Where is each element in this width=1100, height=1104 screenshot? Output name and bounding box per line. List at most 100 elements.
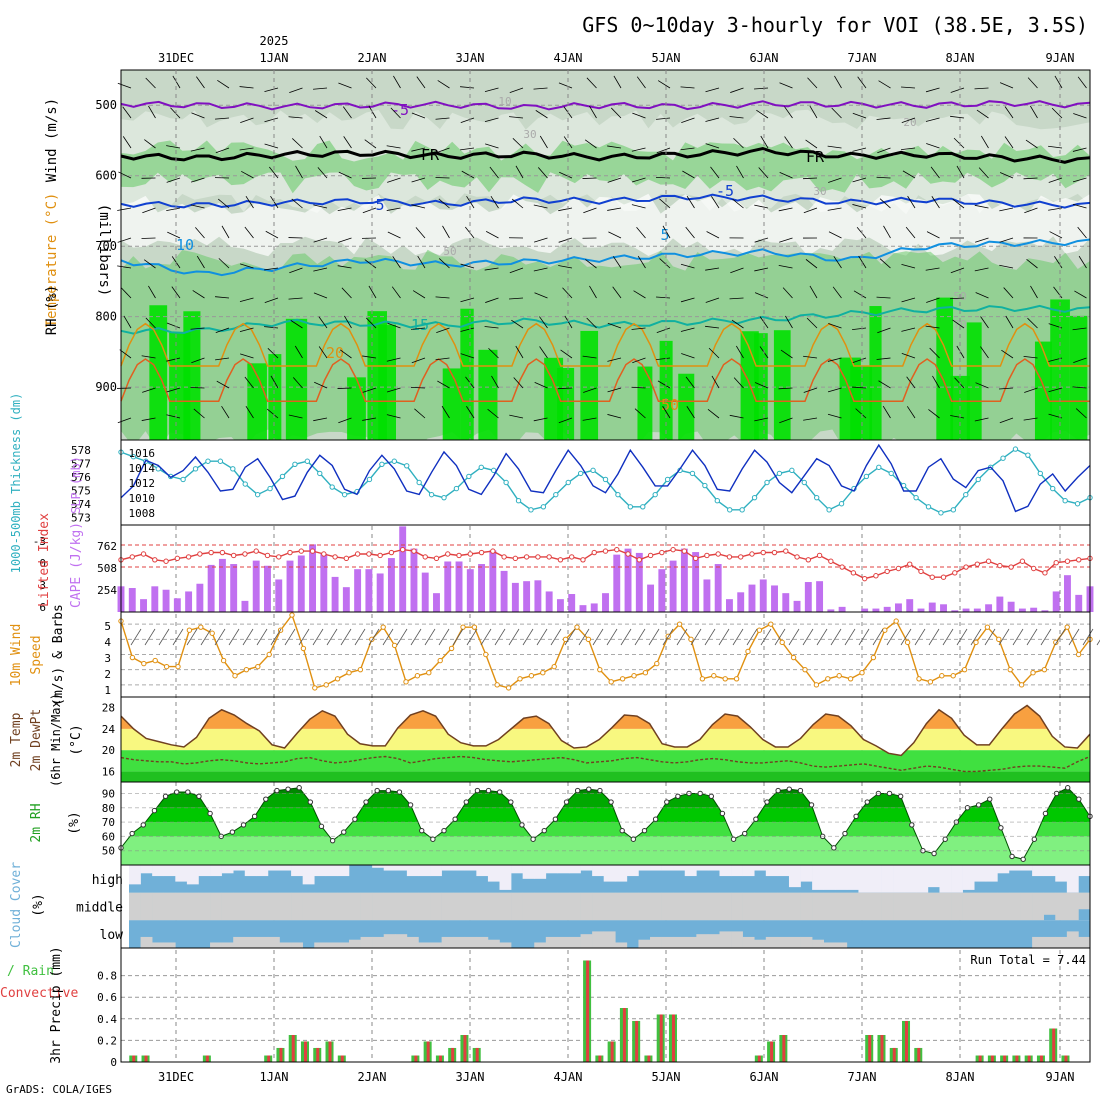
cape-tick: 508 — [97, 562, 117, 575]
wind10-line-point — [769, 622, 773, 626]
cape-bar — [940, 604, 947, 612]
li-line-point — [615, 547, 619, 551]
cloud-bar — [511, 893, 523, 921]
thickness-line-point — [467, 474, 471, 478]
temp-tick: 20 — [102, 744, 115, 757]
cloud-bar — [476, 937, 488, 948]
thickness-line-point — [1063, 499, 1067, 503]
wind10-barb — [355, 629, 365, 645]
bottom-x-tick: 5JAN — [652, 1070, 681, 1084]
li-line-point — [581, 558, 585, 562]
cloud-bar — [777, 893, 789, 921]
temp-band — [121, 771, 1090, 782]
cloud-bar — [418, 942, 430, 948]
li-line-point — [682, 549, 686, 553]
rh-point — [364, 800, 368, 804]
cloud-bar — [534, 942, 546, 948]
cloud-bar — [581, 865, 593, 871]
precip-conv-bar — [463, 1035, 466, 1062]
wind10-barb — [229, 629, 239, 645]
wind10-line-point — [187, 628, 191, 632]
cloud-bar — [870, 865, 882, 893]
cloud-bar — [662, 893, 674, 921]
wind10-barb — [691, 629, 701, 645]
rh-point — [1043, 811, 1047, 815]
cloud-bar — [1032, 865, 1044, 876]
wind10-line-point — [917, 677, 921, 681]
cloud-bar — [187, 893, 199, 921]
rh-tick: 50 — [102, 845, 115, 858]
rh-tick: 60 — [102, 830, 115, 843]
precip-conv-bar — [917, 1048, 920, 1062]
rh-point — [520, 823, 524, 827]
thickness-line-point — [641, 505, 645, 509]
wind10-label: 10m Wind — [9, 624, 24, 687]
upper-ylabel-units: (millibars) — [96, 204, 112, 297]
wind10-barb — [593, 629, 603, 645]
contour-label: FR — [806, 148, 825, 166]
cloud-bar — [210, 893, 222, 921]
cloud-bar — [812, 865, 824, 890]
cloud-row-label: high — [92, 873, 123, 888]
bottom-x-tick: 2JAN — [358, 1070, 387, 1084]
rh-point — [1010, 854, 1014, 858]
wind10-line-point — [575, 625, 579, 629]
wind10-line-point — [221, 658, 225, 662]
li-line-point — [885, 569, 889, 573]
bottom-x-tick: 3JAN — [456, 1070, 485, 1084]
wind10-line-point — [1008, 667, 1012, 671]
wind10-line-point — [940, 674, 944, 678]
cape-bar — [681, 549, 688, 612]
li-line-point — [446, 552, 450, 556]
cloud-bar — [743, 893, 755, 921]
wind10-barb — [663, 629, 673, 645]
cloud-bar — [453, 865, 465, 871]
cloud-bar — [1078, 893, 1090, 910]
cloud-bar — [997, 893, 1009, 921]
cape-bar — [749, 585, 756, 612]
cloud-bar — [337, 942, 349, 948]
cape-bar — [918, 609, 925, 612]
li-line-point — [998, 563, 1002, 567]
cloud-bar — [453, 893, 465, 921]
cape-bar — [422, 573, 429, 612]
wind10-barb — [159, 629, 169, 645]
rh-point — [754, 817, 758, 821]
cloud-bar — [824, 942, 836, 948]
cloud-bar — [476, 865, 488, 876]
bottom-x-tick: 8JAN — [946, 1070, 975, 1084]
rh-point — [743, 831, 747, 835]
wind10-barb — [1013, 629, 1023, 645]
li-line-point — [648, 553, 652, 557]
li-line-point — [896, 566, 900, 570]
wind10-barb — [397, 629, 407, 645]
cloud-bar — [488, 940, 500, 948]
li-line-point — [277, 555, 281, 559]
cape-bar — [602, 593, 609, 612]
cape-bar — [140, 599, 147, 612]
cloud-bar — [974, 865, 986, 882]
cape-tick: 254 — [97, 584, 117, 597]
cloud-bar — [604, 931, 616, 948]
cloud-row-label: middle — [76, 901, 123, 916]
rh-point — [932, 851, 936, 855]
precip-tick: 0 — [110, 1056, 117, 1069]
cloud-bar — [824, 865, 836, 890]
thickness-line-point — [728, 508, 732, 512]
slp-tick: 1016 — [129, 447, 156, 460]
cloud-bar — [905, 893, 917, 921]
wind10-barb — [789, 629, 799, 645]
cape-bar — [365, 569, 372, 612]
wind10-barb — [957, 629, 967, 645]
cloud-bar — [546, 893, 558, 921]
li-line-point — [491, 549, 495, 553]
cape-bar — [523, 581, 530, 612]
precip-conv-bar — [586, 960, 589, 1062]
cloud-bar — [650, 893, 662, 921]
thickness-line-point — [864, 474, 868, 478]
cloud-bar — [233, 865, 245, 871]
cloud-bar — [708, 893, 720, 921]
cloud-bar — [662, 937, 674, 948]
rh-point — [386, 788, 390, 792]
